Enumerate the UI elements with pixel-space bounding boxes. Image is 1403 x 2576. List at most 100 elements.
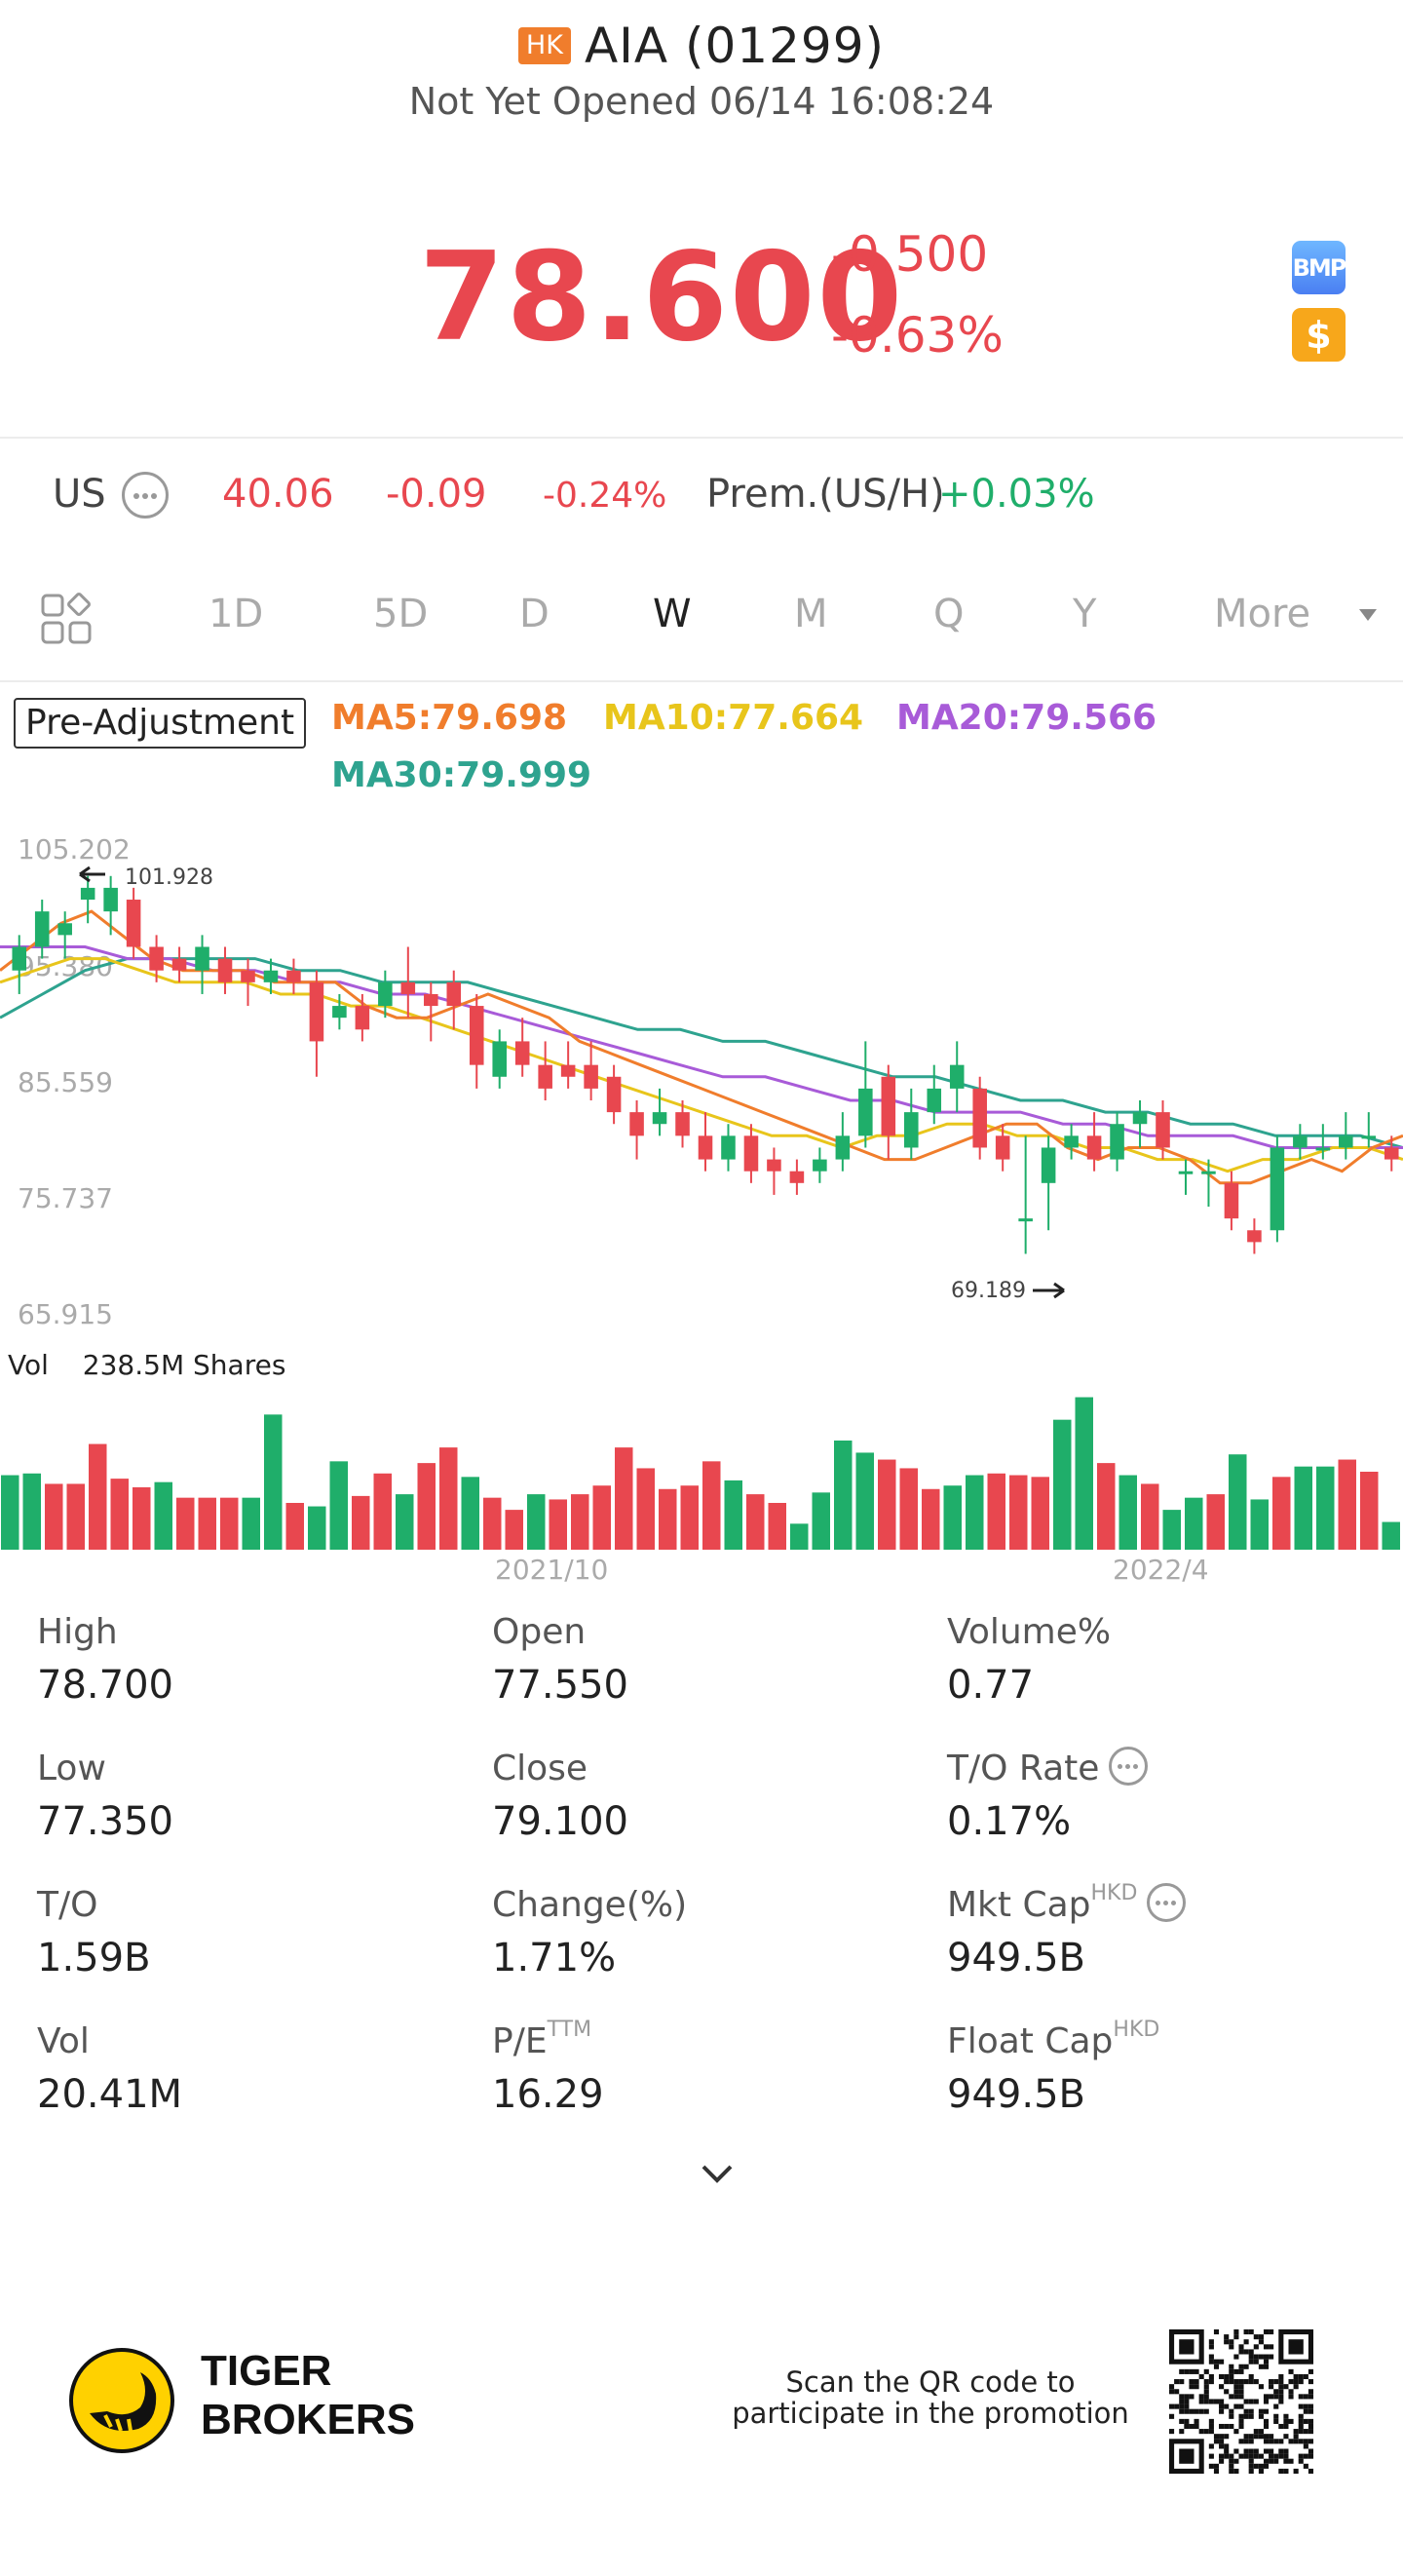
x-tick-label: 2021/10 xyxy=(495,1554,609,1586)
candle-body xyxy=(103,887,118,912)
candle-body xyxy=(675,1112,690,1136)
us-listing-row[interactable]: US 40.06 -0.09 -0.24% Prem.(US/H) +0.03% xyxy=(0,458,1403,536)
volume-bar xyxy=(855,1452,874,1550)
market-status: Not Yet Opened 06/14 16:08:24 xyxy=(408,80,995,123)
candle-body xyxy=(927,1088,942,1113)
tab-month[interactable]: M xyxy=(794,592,828,636)
volume-bar xyxy=(1272,1477,1291,1550)
volume-bar xyxy=(396,1494,414,1550)
candle-body xyxy=(446,981,462,1007)
candle-body xyxy=(629,1112,644,1136)
candle-body xyxy=(80,887,95,901)
stat-value-turnover: 1.59B xyxy=(37,1936,151,1980)
stat-label-turnover: T/O xyxy=(37,1885,98,1925)
stat-label-vol: Vol xyxy=(37,2021,90,2061)
divider xyxy=(0,680,1403,682)
volume-bar xyxy=(768,1503,786,1550)
volume-bar xyxy=(373,1473,392,1550)
volume-bar xyxy=(1250,1499,1269,1550)
stat-value-volume-pct: 0.77 xyxy=(947,1663,1035,1708)
volume-bar xyxy=(352,1495,370,1550)
dollar-icon[interactable]: $ xyxy=(1292,308,1346,362)
volume-bar xyxy=(417,1463,436,1550)
volume-bar xyxy=(154,1481,172,1550)
volume-bar xyxy=(461,1477,479,1550)
candle-body xyxy=(1178,1171,1194,1174)
volume-bar xyxy=(878,1459,896,1550)
volume-bar xyxy=(1075,1397,1093,1550)
candle-body xyxy=(904,1112,919,1148)
us-change: -0.09 xyxy=(386,472,487,517)
stat-label-to-rate: T/O Rate xyxy=(947,1747,1149,1789)
tab-year[interactable]: Y xyxy=(1073,592,1097,636)
volume-bar xyxy=(198,1497,216,1550)
volume-bar xyxy=(1382,1521,1400,1550)
ma20-line xyxy=(0,945,1403,1149)
caret-down-icon[interactable] xyxy=(1359,609,1377,621)
candle-body xyxy=(881,1076,896,1136)
candle-body xyxy=(171,958,187,971)
volume-bar xyxy=(1031,1477,1049,1550)
tab-more[interactable]: More xyxy=(1214,592,1311,636)
volume-bar xyxy=(1053,1419,1072,1550)
tab-day[interactable]: D xyxy=(519,592,550,636)
stat-label-float-cap: Float CapHKD xyxy=(947,2018,1160,2061)
y-tick-label: 105.202 xyxy=(18,833,131,865)
adjustment-toggle[interactable]: Pre-Adjustment xyxy=(14,698,307,749)
more-dots-icon[interactable] xyxy=(1147,1883,1187,1922)
stat-value-float-cap: 949.5B xyxy=(947,2072,1085,2117)
stat-value-low: 77.350 xyxy=(37,1799,173,1844)
volume-bar xyxy=(45,1483,63,1550)
volume-bar xyxy=(790,1523,809,1550)
volume-bar xyxy=(746,1494,765,1550)
ma30-value: MA30:79.999 xyxy=(331,755,592,795)
candle-body xyxy=(514,1041,530,1065)
candlestick-chart[interactable]: 101.928 69.189 xyxy=(0,819,1403,1326)
tab-week[interactable]: W xyxy=(653,592,692,636)
high-marker-label: 101.928 xyxy=(125,865,213,890)
volume-bar xyxy=(66,1483,85,1550)
volume-bar xyxy=(1185,1497,1203,1550)
candle-body xyxy=(743,1135,759,1172)
volume-bar xyxy=(329,1461,348,1550)
candle-body xyxy=(12,946,27,971)
candle-body xyxy=(767,1159,781,1172)
candle-body xyxy=(1315,1147,1331,1151)
candle-body xyxy=(1110,1124,1124,1160)
tab-1d[interactable]: 1D xyxy=(209,592,264,636)
candle-body xyxy=(1247,1230,1262,1243)
candle-body xyxy=(538,1064,552,1089)
candle-body xyxy=(355,1006,370,1030)
volume-bar xyxy=(659,1488,677,1550)
volume-bar xyxy=(1009,1475,1028,1550)
volume-bar xyxy=(1294,1466,1312,1550)
layout-grid-icon[interactable] xyxy=(39,592,94,646)
more-dots-icon[interactable] xyxy=(1109,1747,1149,1786)
candle-body xyxy=(698,1135,713,1160)
candle-body xyxy=(1041,1147,1056,1183)
volume-bar xyxy=(834,1441,853,1550)
stat-value-vol: 20.41M xyxy=(37,2072,183,2117)
tab-5d[interactable]: 5D xyxy=(373,592,429,636)
candle-body xyxy=(835,1135,851,1160)
volume-bar xyxy=(1162,1510,1181,1550)
stat-label-open: Open xyxy=(492,1612,587,1652)
divider xyxy=(0,437,1403,439)
volume-bar xyxy=(483,1497,502,1550)
tab-quarter[interactable]: Q xyxy=(933,592,965,636)
volume-bar xyxy=(1316,1466,1335,1550)
volume-bar xyxy=(549,1499,567,1550)
candle-body xyxy=(1018,1218,1033,1222)
more-dots-icon[interactable] xyxy=(122,472,169,519)
candle-body xyxy=(492,1041,507,1077)
candle-body xyxy=(378,981,393,1007)
stat-label-mkt-cap: Mkt CapHKD xyxy=(947,1881,1187,1926)
price-change: -0.500 xyxy=(831,226,989,283)
ma20-value: MA20:79.566 xyxy=(896,698,1157,738)
period-tabs: 1D 5D D W M Q Y More xyxy=(0,580,1403,658)
bmp-quote-icon[interactable]: BMP xyxy=(1292,241,1346,294)
stat-label-pe: P/ETTM xyxy=(492,2018,592,2061)
chevron-down-icon[interactable] xyxy=(700,2156,735,2191)
candle-body xyxy=(606,1076,622,1113)
candle-body xyxy=(584,1064,598,1089)
